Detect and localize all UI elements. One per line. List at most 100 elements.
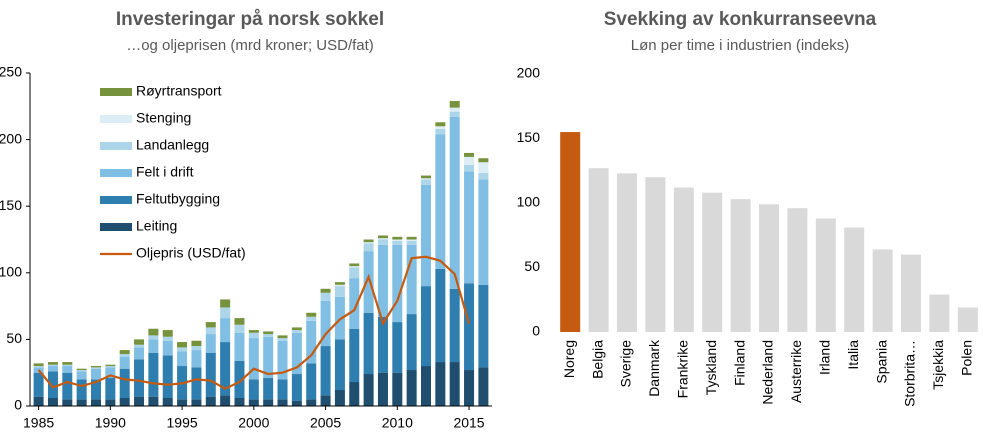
bar-segment (363, 242, 374, 244)
bar-segment (449, 362, 460, 406)
x-tick-label: Frankrike (675, 340, 691, 399)
bar-segment (62, 372, 73, 400)
bar-segment (377, 235, 388, 239)
bar-segment (105, 364, 116, 367)
bar-segment (148, 335, 159, 340)
bar-segment (435, 268, 446, 363)
bar-segment (148, 339, 159, 353)
bar-segment (449, 100, 460, 108)
bar-segment (435, 126, 446, 129)
bar-segment (478, 179, 489, 285)
bar-segment (334, 339, 345, 391)
bar-segment (277, 399, 288, 406)
chart-title: Svekking av konkurranseevna (604, 9, 877, 30)
bar-segment (449, 288, 460, 363)
bar-segment (406, 244, 417, 315)
bar-segment (334, 282, 345, 285)
bar-segment (234, 324, 245, 333)
bar-segment (306, 316, 317, 321)
x-tick-label: 2000 (238, 415, 269, 431)
bar-segment (363, 239, 374, 243)
bar (872, 249, 893, 332)
legend-label: Leiting (136, 218, 177, 234)
y-tick-label: 0 (532, 323, 540, 339)
bar-segment (363, 251, 374, 313)
bar-segment (363, 243, 374, 252)
bar-segment (377, 239, 388, 245)
bar-segment (205, 327, 216, 335)
bar-segment (363, 312, 374, 375)
bar-segment (148, 396, 159, 406)
bar (759, 204, 779, 332)
bar-segment (177, 399, 188, 406)
bar-segment (134, 359, 145, 397)
y-tick-label: 250 (0, 64, 22, 80)
bar-segment (464, 283, 475, 371)
bar-segment (62, 362, 73, 365)
bar-segment (306, 399, 317, 406)
bar-segment (334, 284, 345, 287)
bar-segment (421, 184, 431, 287)
bar-segment (177, 342, 188, 348)
bar-segment (478, 284, 489, 368)
bar-segment (234, 398, 245, 406)
bar-segment (349, 266, 360, 268)
bar-segment (191, 399, 202, 406)
bar-segment (435, 362, 446, 406)
bar-segment (320, 395, 331, 406)
bar (901, 254, 921, 332)
bar (617, 173, 637, 332)
price-line (37, 255, 471, 390)
bar-segment (119, 398, 130, 406)
y-tick-label: 200 (0, 130, 22, 146)
bar-segment (320, 346, 331, 396)
bar-segment (320, 300, 331, 347)
bar-segment (33, 363, 44, 367)
legend-label: Røyrtransport (136, 83, 222, 99)
bar-segment (234, 360, 245, 399)
x-tick-label: 2010 (382, 415, 413, 431)
x-tick-label: Irland (817, 340, 833, 375)
bar-segment (220, 395, 231, 406)
legend-swatch (100, 88, 132, 96)
bar-segment (277, 335, 288, 339)
bar-segment (105, 378, 116, 400)
bar-segment (377, 244, 388, 317)
legend-swatch (100, 115, 132, 123)
y-tick-label: 200 (517, 65, 541, 81)
legend-swatch (100, 169, 132, 177)
bar-segment (306, 320, 317, 364)
y-tick-label: 50 (524, 258, 540, 274)
bar-segment (119, 354, 130, 357)
bar-segment (76, 368, 87, 371)
bar-segment (406, 370, 417, 406)
legend-swatch (100, 142, 132, 150)
legend-swatch (100, 196, 132, 204)
x-tick-label: Sverige (618, 340, 634, 388)
bar-segment (248, 338, 259, 380)
bar-segment (320, 292, 331, 301)
x-tick-label: Polen (959, 340, 975, 376)
bar-segment (320, 288, 331, 293)
bar-segment (478, 162, 489, 173)
bar-segment (191, 346, 202, 351)
legend-label: Oljepris (USD/fat) (136, 245, 246, 261)
bar-segment (248, 399, 259, 406)
y-tick-label: 150 (517, 129, 541, 145)
bar (645, 177, 666, 332)
y-tick-label: 150 (0, 197, 22, 213)
bar-segment (263, 334, 274, 337)
bar-segment (105, 366, 116, 368)
bar-segment (62, 399, 73, 406)
y-tick-label: 0 (14, 397, 22, 413)
bar-segment (220, 342, 231, 396)
bar-segment (33, 372, 44, 397)
bar-segment (162, 355, 173, 399)
bar (702, 192, 723, 332)
bar-segment (392, 236, 403, 240)
bar-segment (392, 240, 403, 245)
bar-segment (464, 152, 475, 157)
x-tick-label: 1990 (95, 415, 126, 431)
bar-segment (263, 399, 274, 406)
bar-segment (134, 344, 145, 348)
